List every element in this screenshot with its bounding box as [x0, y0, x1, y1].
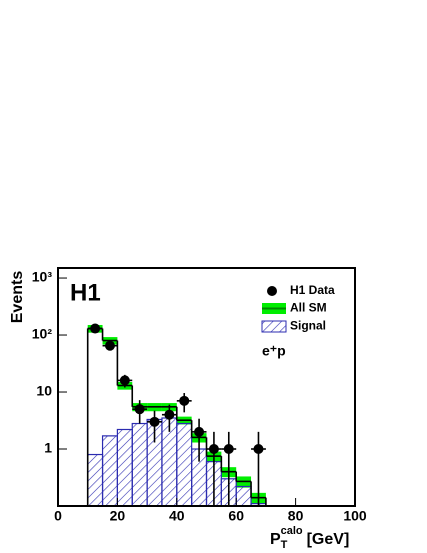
y-tick-label: 10: [36, 383, 52, 399]
y-tick-label: 10³: [32, 269, 53, 285]
x-axis-label: PTcalo [GeV]: [270, 525, 349, 551]
data-point: [104, 340, 115, 351]
signal-bar: [176, 422, 193, 506]
x-tick-label: 80: [288, 508, 304, 524]
legend-label: Signal: [290, 319, 326, 333]
x-label-base: P: [270, 531, 281, 548]
y-tick-label: 1: [44, 440, 52, 456]
process-label: e⁺p: [262, 343, 286, 359]
data-point: [149, 416, 160, 427]
x-label-sub: T: [281, 539, 288, 551]
overlay: 0 20 40 60 80 100 1 10 10² 10³ H1 Data All SM Signal: [32, 269, 367, 524]
x-tick-label: 40: [169, 508, 185, 524]
x-tick-label: 0: [54, 508, 62, 524]
data-point: [223, 444, 234, 455]
data-point: [90, 323, 101, 334]
data-point: [164, 409, 175, 420]
x-tick-label: 60: [228, 508, 244, 524]
legend-marker: [261, 320, 287, 333]
legend-marker: [267, 286, 277, 296]
data-point: [194, 426, 205, 437]
signal-bar: [116, 428, 133, 506]
signal-bar: [131, 422, 148, 506]
x-tick-label: 20: [110, 508, 126, 524]
signal-bar: [101, 435, 119, 506]
experiment-label: H1: [70, 279, 101, 306]
x-label-unit: [GeV]: [307, 531, 350, 548]
frame: [57, 267, 356, 507]
data-point: [119, 375, 130, 386]
y-axis-label: Events: [9, 271, 26, 324]
data-point: [179, 395, 190, 406]
x-label-sup: calo: [281, 525, 303, 537]
signal-bar: [235, 485, 252, 506]
x-tick-label: 100: [343, 508, 367, 524]
y-tick-label: 10²: [32, 326, 53, 342]
legend-label: H1 Data: [290, 283, 335, 297]
data-point: [208, 444, 219, 455]
signal-bar: [87, 453, 104, 506]
data-point: [134, 404, 145, 415]
data-point: [253, 444, 264, 455]
legend-label: All SM: [290, 301, 327, 315]
